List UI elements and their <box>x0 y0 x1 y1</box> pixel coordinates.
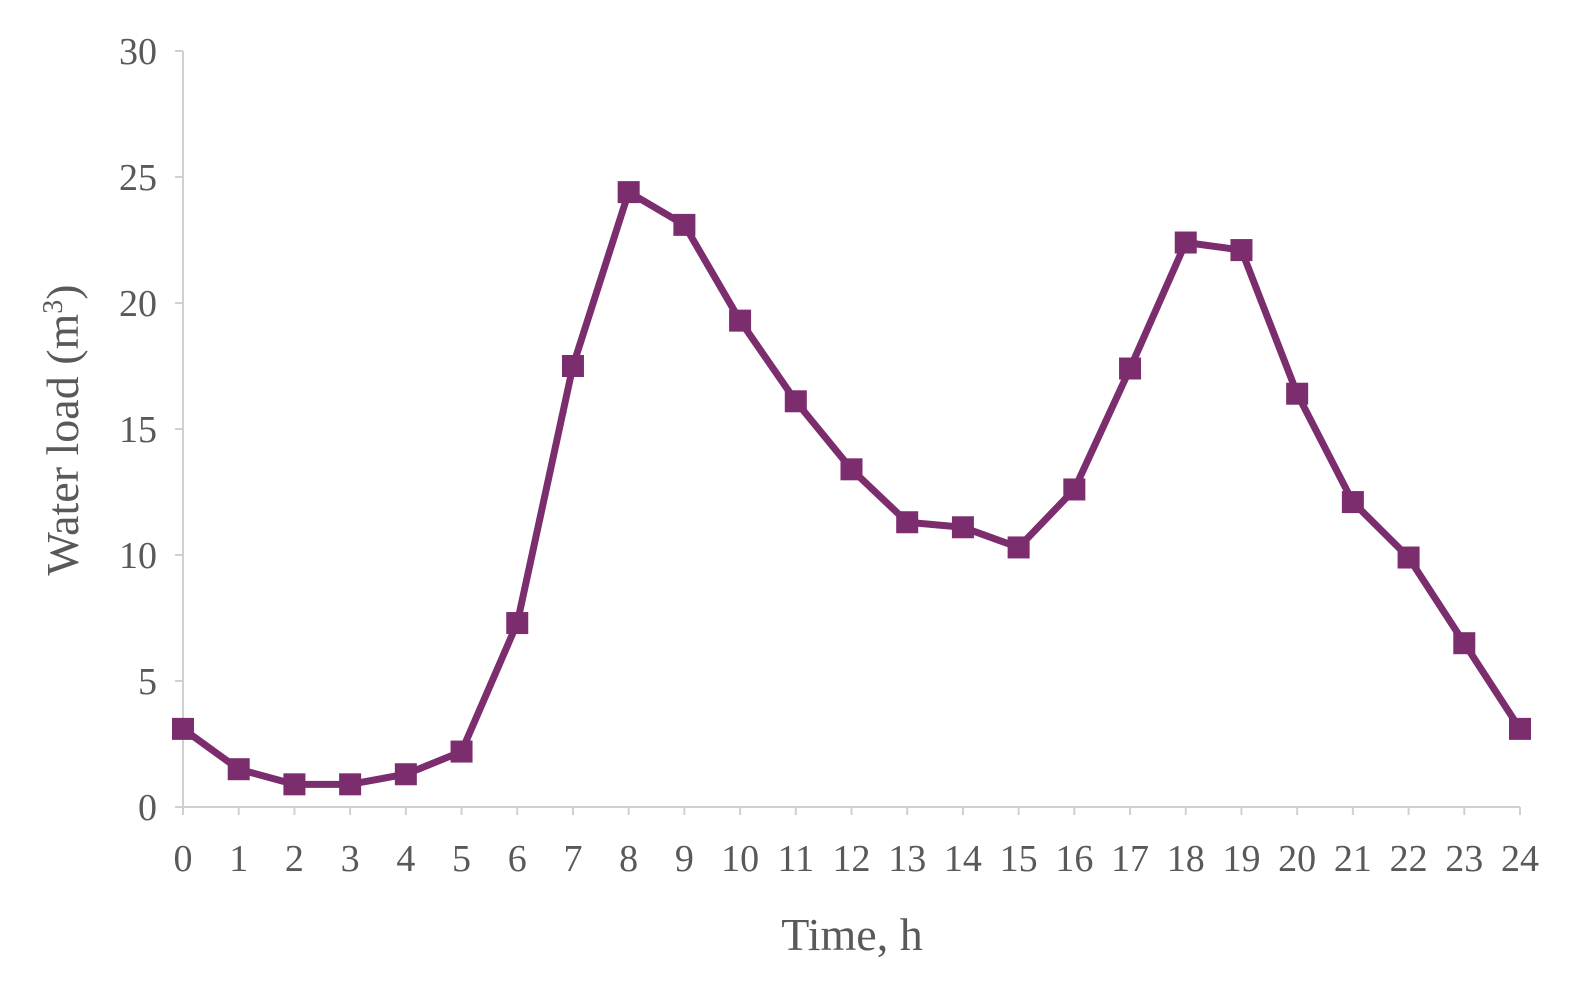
data-point-marker <box>784 390 807 413</box>
y-tick-label: 25 <box>119 157 157 199</box>
x-tick-label: 3 <box>341 838 360 880</box>
x-tick-label: 23 <box>1445 838 1483 880</box>
data-point-marker <box>561 355 584 377</box>
y-axis-title: Water load (m3) <box>37 284 88 575</box>
x-tick-label: 2 <box>285 838 304 880</box>
data-point-marker <box>227 758 250 781</box>
y-tick-label: 5 <box>138 661 157 703</box>
y-tick-label: 10 <box>119 535 157 577</box>
data-point-marker <box>896 511 919 534</box>
x-tick-label: 1 <box>229 838 248 880</box>
x-tick-label: 8 <box>619 838 638 880</box>
x-tick-label: 22 <box>1390 838 1428 880</box>
data-point-marker <box>1286 382 1309 405</box>
x-tick-label: 19 <box>1222 838 1260 880</box>
data-point-marker <box>1174 231 1197 254</box>
y-tick-label: 0 <box>138 787 157 829</box>
x-tick-label: 7 <box>563 838 582 880</box>
data-point-marker <box>840 458 863 481</box>
data-point-marker <box>951 516 974 539</box>
y-axis-title-main: Water load (m <box>37 313 88 575</box>
x-tick-label: 17 <box>1111 838 1149 880</box>
x-tick-label: 5 <box>452 838 471 880</box>
y-tick-label: 15 <box>119 409 157 451</box>
x-tick-label: 12 <box>833 838 871 880</box>
series-layer <box>172 181 1531 796</box>
data-point-marker <box>617 181 640 204</box>
x-tick-label: 21 <box>1334 838 1372 880</box>
y-axis-title-close: ) <box>37 284 88 299</box>
data-point-marker <box>1119 357 1142 380</box>
x-tick-label: 24 <box>1501 838 1539 880</box>
x-tick-label: 18 <box>1167 838 1205 880</box>
x-tick-label: 11 <box>777 838 814 880</box>
x-tick-label: 16 <box>1055 838 1093 880</box>
data-point-marker <box>1230 239 1253 262</box>
data-point-marker <box>450 740 473 763</box>
data-point-marker <box>1007 536 1030 559</box>
data-point-marker <box>283 773 306 796</box>
axes <box>182 51 1520 808</box>
y-axis-title-superscript: 3 <box>38 300 69 314</box>
x-tick-label: 13 <box>888 838 926 880</box>
data-point-marker <box>1453 632 1476 655</box>
data-point-marker <box>172 717 194 740</box>
y-tick-label: 30 <box>119 31 157 73</box>
data-point-marker <box>1063 478 1086 501</box>
data-point-marker <box>729 309 752 332</box>
y-tick-label: 20 <box>119 283 157 325</box>
data-point-marker <box>394 763 417 786</box>
x-tick-label: 20 <box>1278 838 1316 880</box>
x-tick-label: 9 <box>675 838 694 880</box>
x-tick-label: 6 <box>508 838 527 880</box>
data-point-marker <box>1509 717 1531 740</box>
y-ticks: 0 5 10 15 20 25 30 <box>119 31 183 829</box>
data-point-marker <box>506 612 529 635</box>
x-tick-label: 15 <box>1000 838 1038 880</box>
x-tick-label: 10 <box>721 838 759 880</box>
series-line <box>180 188 1523 788</box>
data-point-marker <box>1397 546 1420 569</box>
x-tick-label: 14 <box>944 838 982 880</box>
x-tick-label: 4 <box>396 838 415 880</box>
x-axis-title: Time, h <box>781 909 922 960</box>
data-point-marker <box>1341 491 1364 514</box>
data-point-marker <box>673 213 696 236</box>
data-point-marker <box>339 773 362 796</box>
x-ticks: 0 1 2 3 4 5 6 7 8 9 10 11 12 13 14 15 16 17 18 19 20 21 22 23 24 <box>174 807 1539 880</box>
x-tick-label: 0 <box>174 838 193 880</box>
